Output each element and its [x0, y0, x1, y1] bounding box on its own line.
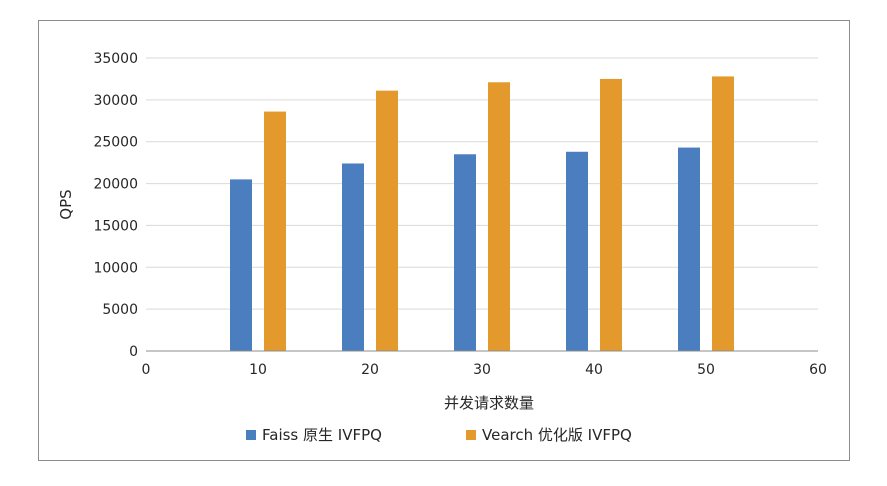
y-tick-labels: 0 5000 10000 15000 20000 25000 30000 35000 [93, 51, 138, 360]
y-tick-label: 35000 [93, 51, 138, 67]
x-axis-title: 并发请求数量 [444, 394, 534, 412]
bar-series-1 [566, 151, 588, 351]
legend-label: Faiss 原生 IVFPQ [262, 426, 382, 444]
y-tick-label: 30000 [93, 93, 138, 109]
x-tick-label: 60 [809, 362, 827, 378]
bar-series-2 [376, 90, 398, 352]
x-tick-label: 30 [473, 362, 491, 378]
x-tick-label: 0 [142, 362, 151, 378]
bar-series-1 [230, 179, 252, 351]
y-tick-label: 10000 [93, 260, 138, 276]
bar-series-1 [454, 154, 476, 351]
x-tick-label: 40 [585, 362, 603, 378]
gridlines [146, 57, 818, 310]
y-tick-label: 25000 [93, 135, 138, 151]
y-tick-label: 0 [129, 344, 138, 360]
bar-series-2 [712, 76, 734, 351]
x-tick-label: 50 [697, 362, 715, 378]
bar-series-2 [488, 82, 510, 351]
y-axis-title: QPS [57, 189, 75, 219]
y-tick-label: 20000 [93, 177, 138, 193]
bar-series-1 [342, 163, 364, 351]
legend-label: Vearch 优化版 IVFPQ [482, 426, 632, 444]
x-tick-label: 20 [361, 362, 379, 378]
bars [230, 76, 734, 352]
legend-swatch [466, 430, 476, 440]
x-tick-label: 10 [249, 362, 267, 378]
y-tick-label: 15000 [93, 218, 138, 234]
legend-swatch [246, 430, 256, 440]
bar-series-2 [600, 78, 622, 351]
x-tick-labels: 0 10 20 30 40 50 60 [142, 362, 827, 378]
y-tick-label: 5000 [102, 302, 138, 318]
legend: Faiss 原生 IVFPQ Vearch 优化版 IVFPQ [246, 426, 632, 444]
bar-series-2 [264, 111, 286, 351]
bar-series-1 [678, 147, 700, 351]
